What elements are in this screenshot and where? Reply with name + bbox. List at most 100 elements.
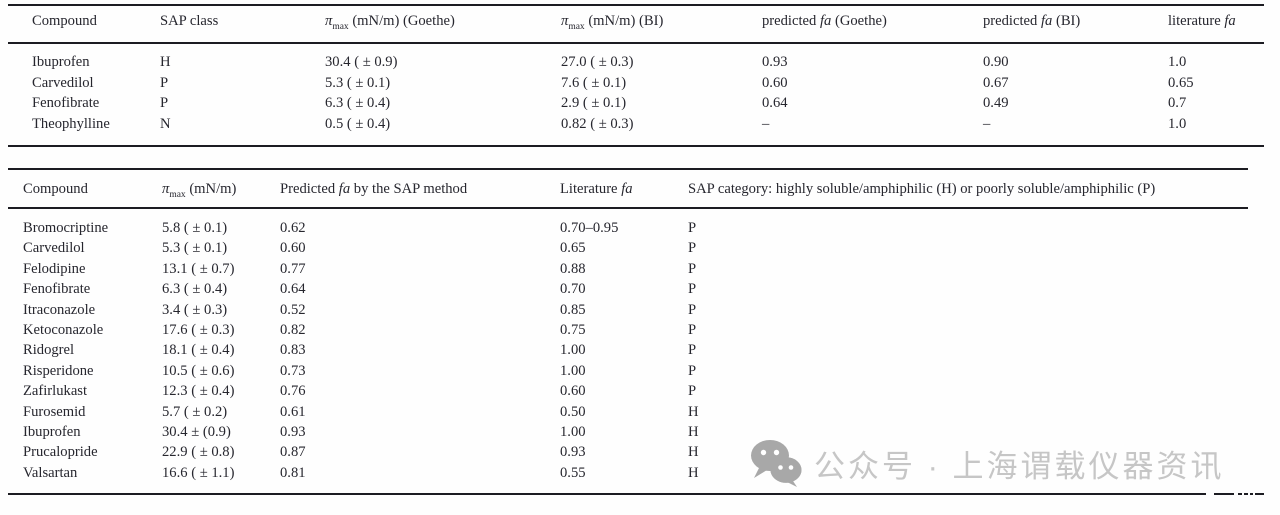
table-cell: 0.70 [560, 281, 586, 298]
table2-bottom-rule-dot [1250, 493, 1253, 495]
table-row: Risperidone 10.5 ( ± 0.6) 0.73 1.00 P [0, 361, 1280, 381]
table-cell: 0.76 [280, 383, 306, 400]
table-cell: Risperidone [23, 362, 94, 379]
column-header-pimax: πmax (mN/m) [162, 181, 237, 200]
table-cell: Ketoconazole [23, 321, 104, 338]
table-cell: – [983, 115, 991, 132]
table-cell: 1.0 [1168, 54, 1187, 70]
table-cell: P [688, 281, 697, 298]
table-cell: 0.60 [762, 74, 788, 91]
table-cell: 30.4 ± (0.9) [162, 423, 231, 440]
table-cell: 2.9 ( ± 0.1) [561, 95, 627, 112]
table-cell: Theophylline [32, 115, 110, 132]
table-cell: 0.88 [560, 260, 586, 277]
table-cell: 0.62 [280, 220, 306, 236]
table-cell: Furosemid [23, 403, 86, 420]
table-cell: 5.3 ( ± 0.1) [162, 240, 228, 257]
table-cell: H [688, 423, 699, 440]
table-cell: Carvedilol [23, 240, 85, 257]
column-header-predicted-fa: Predicted fa by the SAP method [280, 181, 468, 197]
table-cell: 0.87 [280, 444, 306, 461]
table-cell: 0.52 [280, 301, 306, 318]
table-cell: 5.3 ( ± 0.1) [325, 74, 391, 91]
table-cell: 12.3 ( ± 0.4) [162, 383, 235, 400]
table-cell: Ibuprofen [32, 54, 90, 70]
table-cell: 0.61 [280, 403, 306, 420]
table-cell: 0.49 [983, 95, 1009, 112]
table-row: Itraconazole 3.4 ( ± 0.3) 0.52 0.85 P [0, 300, 1280, 320]
table1-top-rule [8, 4, 1264, 6]
table-cell: 0.82 ( ± 0.3) [561, 115, 634, 132]
table1-body: Ibuprofen H 30.4 ( ± 0.9) 27.0 ( ± 0.3) 0.93… [0, 52, 1280, 134]
table2-bottom-rule-dash [1255, 493, 1264, 495]
table-row: Valsartan 16.6 ( ± 1.1) 0.81 0.55 H [0, 463, 1280, 483]
table2-header-row: Compound πmax (mN/m) Predicted fa by the… [0, 181, 1280, 203]
table-row: Ridogrel 18.1 ( ± 0.4) 0.83 1.00 P [0, 340, 1280, 360]
table-cell: 0.64 [762, 95, 788, 112]
table-cell: P [160, 95, 169, 112]
table-cell: 0.77 [280, 260, 306, 277]
table-cell: – [762, 115, 770, 132]
table-cell: P [688, 301, 697, 318]
table-row: Carvedilol 5.3 ( ± 0.1) 0.60 0.65 P [0, 238, 1280, 258]
table-cell: 5.8 ( ± 0.1) [162, 220, 228, 236]
column-header-literature-fa: Literature fa [560, 181, 633, 197]
table-row: Felodipine 13.1 ( ± 0.7) 0.77 0.88 P [0, 259, 1280, 279]
table-cell: 16.6 ( ± 1.1) [162, 464, 235, 481]
table-cell: P [688, 383, 697, 400]
table-row: Zafirlukast 12.3 ( ± 0.4) 0.76 0.60 P [0, 381, 1280, 401]
table2-body: Bromocriptine 5.8 ( ± 0.1) 0.62 0.70–0.95 P C… [0, 218, 1280, 483]
table-cell: 0.73 [280, 362, 306, 379]
table-cell: 10.5 ( ± 0.6) [162, 362, 235, 379]
table2-header-rule [8, 207, 1248, 209]
table-cell: 0.85 [560, 301, 586, 318]
table1-header-row: Compound SAP class πmax (mN/m) (Goethe) … [0, 13, 1280, 35]
table-cell: 5.7 ( ± 0.2) [162, 403, 228, 420]
table-row: Ketoconazole 17.6 ( ± 0.3) 0.82 0.75 P [0, 320, 1280, 340]
column-header-literature-fa: literature fa [1168, 13, 1236, 29]
table-cell: Fenofibrate [23, 281, 91, 298]
table-cell: 0.75 [560, 321, 586, 338]
wechat-icon [751, 440, 802, 487]
column-header-compound: Compound [23, 181, 88, 197]
column-header-sap-class: SAP class [160, 13, 219, 29]
table1-header-rule [8, 42, 1264, 44]
table-cell: 0.70–0.95 [560, 220, 619, 236]
table-cell: 1.00 [560, 423, 586, 440]
table-cell: P [688, 220, 697, 236]
table2-bottom-rule-dot [1244, 493, 1248, 495]
table-cell: 0.5 ( ± 0.4) [325, 115, 391, 132]
table-cell: 13.1 ( ± 0.7) [162, 260, 235, 277]
table-row: Carvedilol P 5.3 ( ± 0.1) 7.6 ( ± 0.1) 0.60 0… [0, 73, 1280, 94]
table-cell: P [688, 362, 697, 379]
column-header-pimax-goethe: πmax (mN/m) (Goethe) [325, 13, 455, 32]
table-cell: H [160, 54, 171, 70]
table-cell: H [688, 464, 699, 481]
table-cell: 1.00 [560, 342, 586, 359]
column-header-predicted-fa-goethe: predicted fa (Goethe) [762, 13, 887, 29]
table-cell: 0.93 [560, 444, 586, 461]
table-cell: 0.67 [983, 74, 1009, 91]
table-cell: 3.4 ( ± 0.3) [162, 301, 228, 318]
table-cell: Bromocriptine [23, 220, 109, 236]
table-cell: H [688, 403, 699, 420]
table-row: Fenofibrate P 6.3 ( ± 0.4) 2.9 ( ± 0.1) 0.64… [0, 93, 1280, 114]
table-cell: 6.3 ( ± 0.4) [325, 95, 391, 112]
table2-bottom-rule-dash [1214, 493, 1234, 495]
table-cell: Prucalopride [23, 444, 98, 461]
table-cell: 0.7 [1168, 95, 1187, 112]
column-header-pimax-bi: πmax (mN/m) (BI) [561, 13, 664, 32]
table-cell: 30.4 ( ± 0.9) [325, 54, 398, 70]
table-cell: 6.3 ( ± 0.4) [162, 281, 228, 298]
table-cell: 0.93 [762, 54, 788, 70]
table-row: Prucalopride 22.9 ( ± 0.8) 0.87 0.93 H [0, 442, 1280, 462]
table-cell: Itraconazole [23, 301, 96, 318]
table-cell: Ibuprofen [23, 423, 81, 440]
table-cell: P [688, 342, 697, 359]
table-cell: Carvedilol [32, 74, 94, 91]
table-row: Bromocriptine 5.8 ( ± 0.1) 0.62 0.70–0.95 P [0, 218, 1280, 238]
table2-top-rule [8, 168, 1248, 170]
table-cell: P [160, 74, 169, 91]
table-cell: 0.50 [560, 403, 586, 420]
column-header-compound: Compound [32, 13, 97, 29]
